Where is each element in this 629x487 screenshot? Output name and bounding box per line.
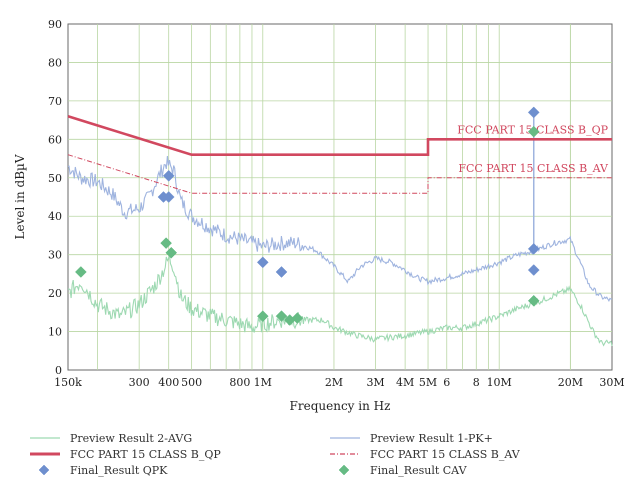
legend-label: FCC PART 15 CLASS B_AV: [370, 448, 521, 461]
y-tick-label: 80: [48, 56, 62, 69]
legend-label: Preview Result 2-AVG: [70, 432, 192, 445]
cav-marker: [165, 246, 178, 259]
x-tick-label: 500: [181, 376, 202, 389]
x-tick-label: 10M: [487, 376, 512, 389]
limit-qp-line: [67, 115, 612, 156]
cav-marker: [74, 266, 87, 278]
y-tick-label: 60: [48, 133, 62, 146]
plot-area: [67, 23, 613, 371]
limit-av-line: [67, 154, 612, 194]
x-tick-label: 400: [158, 376, 179, 389]
cav-marker: [527, 125, 540, 138]
x-tick-label: 6: [443, 376, 450, 389]
qpk-marker: [527, 106, 540, 119]
y-tick-label: 40: [48, 210, 62, 223]
x-tick-label: 150k: [54, 376, 82, 389]
cav-marker: [527, 294, 540, 307]
x-tick-label: 8: [473, 376, 480, 389]
x-tick-label: 800: [229, 376, 250, 389]
x-tick-label: 1M: [254, 376, 272, 389]
legend-label: FCC PART 15 CLASS B_QP: [70, 448, 221, 461]
legend-label: Final_Result QPK: [70, 464, 168, 477]
x-tick-label: 2M: [325, 376, 343, 389]
series-pk-line: [67, 156, 613, 303]
y-tick-label: 20: [48, 287, 62, 300]
y-tick-label: 50: [48, 172, 62, 185]
qpk-marker: [162, 170, 175, 182]
qpk-marker: [162, 191, 175, 203]
x-tick-label: 20M: [558, 376, 583, 389]
qpk-marker: [527, 264, 540, 276]
y-tick-label: 90: [48, 18, 62, 31]
x-tick-label: 3M: [366, 376, 384, 389]
x-tick-label: 4M: [396, 376, 414, 389]
x-tick-label: 300: [129, 376, 150, 389]
y-axis-label: Level in dBµV: [13, 154, 27, 239]
cav-marker: [160, 237, 172, 249]
legend-label: Final_Result CAV: [370, 464, 468, 477]
legend-label: Preview Result 1-PK+: [370, 432, 493, 445]
qpk-marker: [527, 243, 540, 255]
cav-marker: [275, 310, 288, 323]
x-tick-label: 30M: [599, 376, 624, 389]
cav-marker: [256, 310, 269, 323]
legend-diamond-icon: [338, 464, 350, 476]
y-tick-label: 10: [48, 326, 62, 339]
x-tick-label: 5M: [419, 376, 437, 389]
y-tick-label: 30: [48, 249, 62, 262]
qpk-marker: [256, 256, 269, 269]
y-tick-label: 0: [55, 364, 62, 377]
series-avg-line: [67, 255, 613, 347]
x-axis-label: Frequency in Hz: [290, 399, 391, 413]
cav-marker: [291, 312, 304, 324]
y-tick-label: 70: [48, 95, 62, 108]
limit-av-label: FCC PART 15 CLASS B_AV: [458, 162, 609, 175]
legend-diamond-icon: [38, 464, 50, 476]
qpk-marker: [275, 266, 288, 278]
